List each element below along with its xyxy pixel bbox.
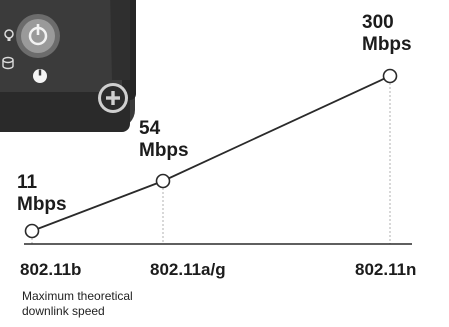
router-hardware-icon (0, 0, 136, 132)
x-tick-label: 802.11a/g (150, 260, 226, 279)
data-label-value: 300 (362, 12, 394, 33)
power-indicator-icon (33, 69, 47, 83)
data-point (382, 68, 398, 84)
data-label-unit: Mbps (17, 194, 67, 215)
chart-caption-line-2: downlink speed (22, 304, 105, 318)
data-points (24, 68, 398, 239)
data-label-unit: Mbps (362, 34, 412, 55)
x-tick-labels: 802.11b 802.11a/g 802.11n (20, 260, 416, 279)
data-label-value: 54 (139, 118, 161, 139)
guide-lines (31, 83, 391, 244)
power-icon (16, 14, 60, 58)
chart-caption: Maximum theoretical downlink speed (22, 289, 136, 318)
database-icon (2, 56, 14, 70)
data-point (24, 223, 40, 239)
x-tick-label: 802.11b (20, 260, 81, 279)
data-label-value: 11 (17, 172, 38, 193)
lightbulb-icon (4, 29, 14, 41)
data-label-unit: Mbps (139, 140, 189, 161)
x-tick-label: 802.11n (355, 260, 416, 279)
chart-caption-line-1: Maximum theoretical (22, 289, 133, 303)
screw-icon (98, 83, 128, 113)
data-point (155, 173, 171, 189)
